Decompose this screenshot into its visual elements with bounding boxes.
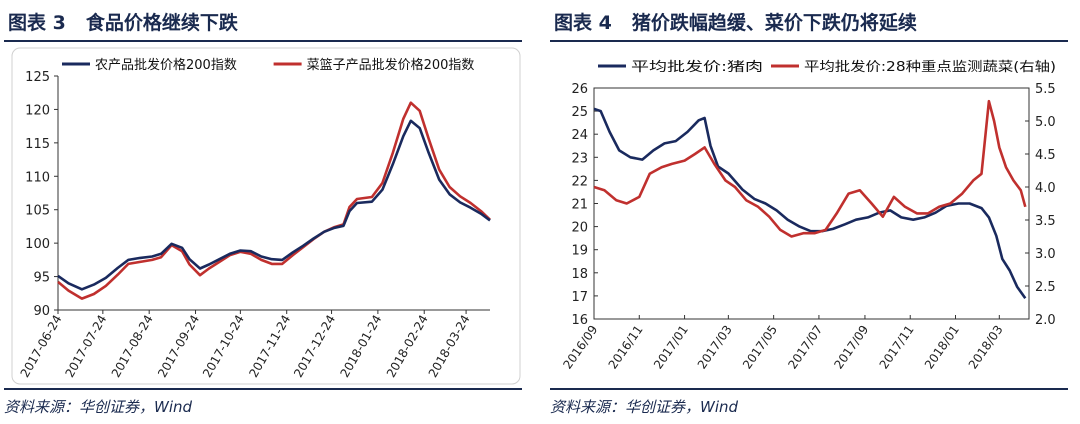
y-tick-label: 17 [571,290,588,305]
figure-number: 图表 3 [8,12,66,34]
series-line [57,119,491,291]
legend-label: 平均批发价:猪肉 [631,59,763,75]
source-note: 资料来源：华创证券，Wind [550,398,739,416]
x-tick-label: 2016/11 [606,323,646,372]
legend-label: 农产品批发价格200指数 [95,57,237,73]
x-tick-label: 2018/03 [966,323,1006,372]
y-tick-label: 16 [571,313,588,328]
food-price-index-chart: 90951001051101151201252017-06-242017-07-… [11,47,521,385]
series-line [593,107,1027,299]
y-tick-label: 19 [571,244,588,259]
x-tick-label: 2017/09 [831,323,871,372]
figure-number: 图表 4 [554,12,612,34]
y-tick-label: 24 [571,128,588,143]
y-tick-label: 21 [571,198,588,213]
x-tick-label: 2017/05 [740,323,780,372]
series-line [57,101,491,300]
source-divider [550,388,1068,390]
y2-tick-label: 4.5 [1035,148,1056,163]
x-tick-label: 2018/01 [922,323,962,372]
y-tick-label: 120 [25,103,50,118]
y-tick-label: 18 [571,267,588,282]
y-tick-label: 25 [571,105,588,120]
y-tick-label: 100 [25,237,50,252]
x-tick-label: 2017/11 [877,323,917,372]
y2-tick-label: 5.5 [1035,82,1056,97]
figure-panel-3: 图表 3 食品价格继续下跌 90 95 100 105 110 115 120 125 2017-… [0,0,530,424]
figure-title: 图表 3 食品价格继续下跌 [8,8,238,35]
legend-label: 平均批发价:28种重点监测蔬菜(右轴) [804,59,1056,75]
x-tick-label: 2017/03 [695,323,735,372]
y-tick-label: 22 [571,174,588,189]
y-tick-label: 115 [25,137,50,152]
y2-tick-label: 2.0 [1035,313,1056,328]
y2-tick-label: 3.0 [1035,247,1056,262]
figure-title-text: 猪价跌幅趋缓、菜价下跌仍将延续 [631,12,917,34]
series-line [593,99,1027,238]
y-tick-label: 90 [33,304,50,319]
chart-frame [11,47,521,385]
legend-label: 菜篮子产品批发价格200指数 [307,57,475,73]
y-tick-label: 105 [25,204,50,219]
y-tick-label: 23 [571,151,588,166]
y-tick-label: 125 [25,70,50,85]
y-tick-label: 26 [571,82,588,97]
figure-panel-4: 图表 4 猪价跌幅趋缓、菜价下跌仍将延续 16 17 18 19 20 21 22 23 24 25… [546,0,1076,424]
figure-title: 图表 4 猪价跌幅趋缓、菜价下跌仍将延续 [554,8,917,35]
y2-tick-label: 3.5 [1035,214,1056,229]
source-divider [4,388,522,390]
y-tick-label: 110 [25,170,50,185]
y2-tick-label: 4.0 [1035,181,1056,196]
y-tick-label: 20 [571,221,588,236]
title-divider [4,40,522,42]
y2-tick-label: 2.5 [1035,280,1056,295]
source-note: 资料来源：华创证券，Wind [4,398,193,416]
title-divider [550,40,1068,42]
x-tick-label: 2016/09 [560,323,600,372]
x-tick-label: 2017/07 [785,323,825,372]
y2-tick-label: 5.0 [1035,115,1056,130]
y-tick-label: 95 [33,271,50,286]
pork-vegetable-price-chart: 16 17 18 19 20 21 22 23 24 25 26 2.0 2.5 3.0 3.5 4.0 4.5… [560,59,1056,372]
figure-title-text: 食品价格继续下跌 [85,12,238,34]
x-tick-label: 2017/01 [651,323,691,372]
